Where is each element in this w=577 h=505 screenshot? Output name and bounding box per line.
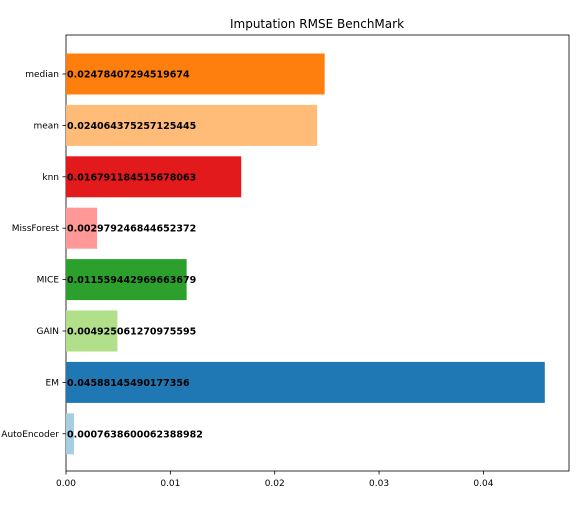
data-label-knn: 0.016791184515678063 [67,172,196,183]
x-tick-label: 0.04 [473,479,493,489]
data-label-mice: 0.011559442969663679 [67,275,196,286]
y-tick-label-median: median [25,70,59,80]
bar-knn [66,156,242,198]
data-label-median: 0.02478407294519674 [67,70,190,81]
x-axis-ticks: 0.00 0.01 0.02 0.03 0.04 [56,471,494,489]
x-tick-label: 0.01 [160,479,180,489]
y-tick-label-mean: mean [33,121,59,131]
y-tick-label-missforest: MissForest [12,224,60,234]
data-label-em: 0.04588145490177356 [67,378,190,389]
data-label-gain: 0.004925061270975595 [67,327,196,338]
data-labels-group: 0.02478407294519674 0.024064375257125445 0… [67,70,203,441]
x-tick-label: 0.03 [369,479,389,489]
bar-gain [66,310,118,352]
bar-missforest [66,207,98,249]
y-tick-label-gain: GAIN [36,327,59,337]
chart-title: Imputation RMSE BenchMark [230,17,404,31]
y-tick-label-knn: knn [42,173,59,183]
data-label-autoencoder: 0.0007638600062388982 [67,429,203,440]
bar-median [66,53,325,95]
bars-group [66,53,545,455]
bar-autoencoder [66,413,74,455]
data-label-missforest: 0.002979246844652372 [67,224,196,235]
x-tick-label: 0.00 [56,479,76,489]
y-axis-ticks: median mean knn MissForest MICE GAIN EM AutoEnc… [1,70,66,440]
bar-mean [66,104,318,146]
plot-area-frame [65,34,570,472]
y-tick-label-autoencoder: AutoEncoder [1,430,59,440]
data-label-mean: 0.024064375257125445 [67,121,196,132]
x-tick-label: 0.02 [265,479,285,489]
bar-em [66,361,545,403]
bar-mice [66,259,187,301]
y-tick-label-mice: MICE [37,276,60,286]
y-tick-label-em: EM [46,378,59,388]
